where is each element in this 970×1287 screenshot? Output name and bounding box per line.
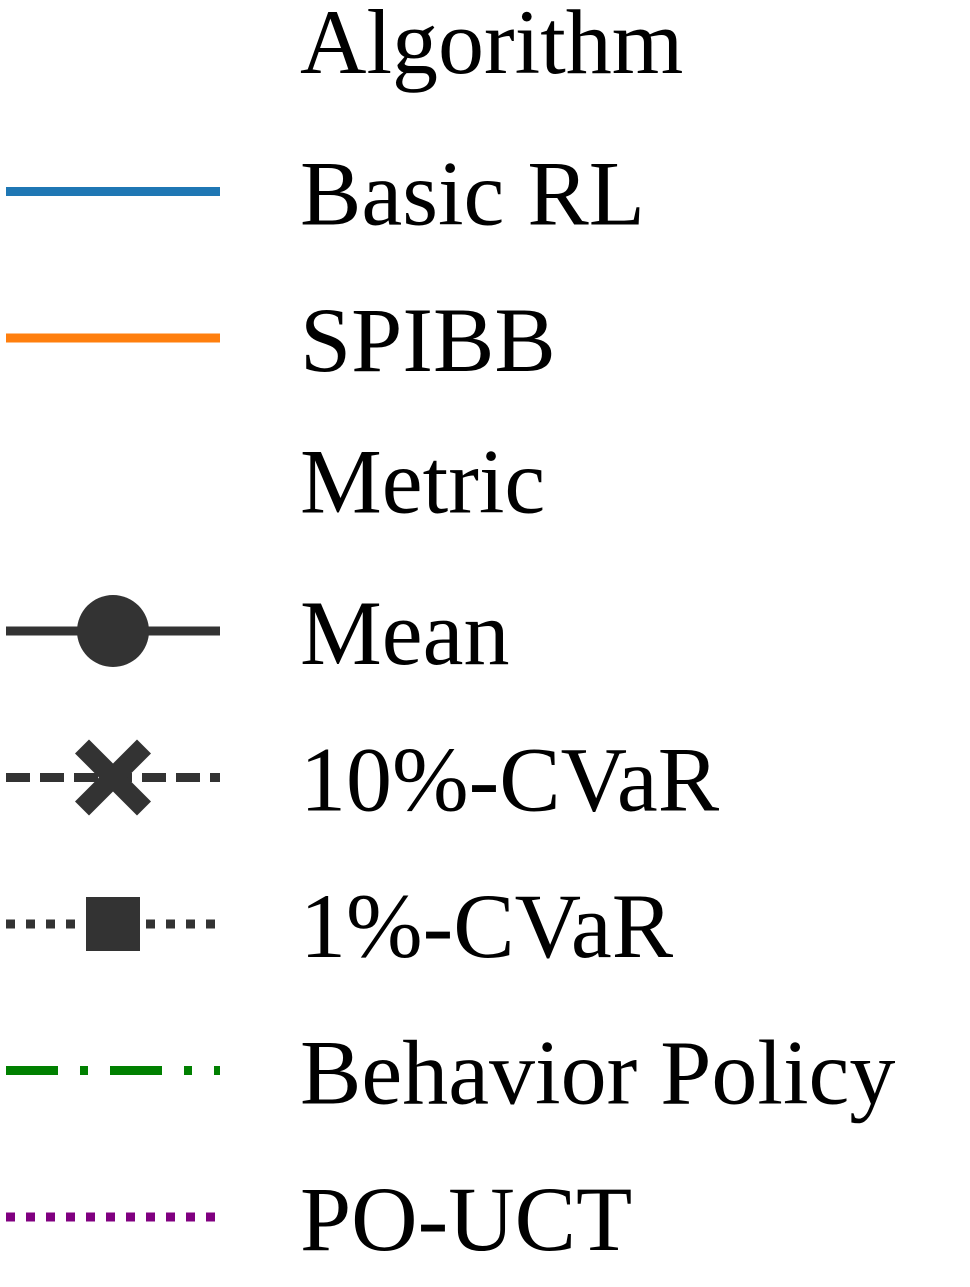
legend-group-title-metric: Metric bbox=[300, 431, 545, 533]
legend-entry-mean: Mean bbox=[6, 582, 509, 684]
legend-entry-behavior-policy: Behavior Policy bbox=[6, 1022, 895, 1124]
legend-label-mean: Mean bbox=[300, 582, 509, 684]
legend-label-1-cvar: 1%-CVaR bbox=[300, 875, 674, 977]
legend-label-10-cvar: 10%-CVaR bbox=[300, 729, 720, 831]
legend-entry-spibb: SPIBB bbox=[6, 289, 556, 391]
legend-label-po-uct: PO-UCT bbox=[300, 1168, 632, 1270]
legend-label-behavior-policy: Behavior Policy bbox=[300, 1022, 895, 1124]
legend-group-title-algorithm: Algorithm bbox=[300, 0, 683, 93]
legend-marker-square bbox=[86, 897, 140, 951]
legend-entry-po-uct: PO-UCT bbox=[6, 1168, 632, 1270]
legend-entry-basic-rl: Basic RL bbox=[6, 143, 645, 245]
legend-marker-x bbox=[75, 739, 151, 816]
legend-marker-circle bbox=[77, 595, 149, 667]
legend-label-basic-rl: Basic RL bbox=[300, 143, 645, 245]
legend-entry-1-cvar: 1%-CVaR bbox=[6, 875, 674, 977]
legend-label-spibb: SPIBB bbox=[300, 289, 556, 391]
legend-entry-10-cvar: 10%-CVaR bbox=[6, 729, 720, 831]
